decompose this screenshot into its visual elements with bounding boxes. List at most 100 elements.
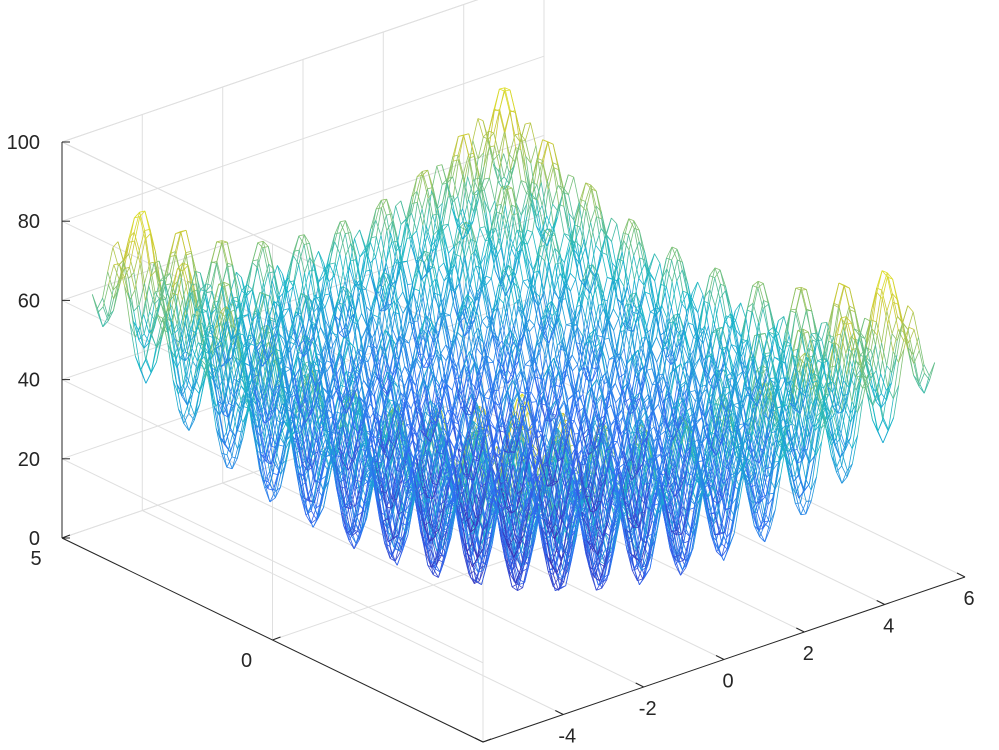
- mesh-segment: [165, 283, 172, 300]
- mesh-segment: [198, 309, 205, 346]
- mesh-segment: [256, 428, 263, 464]
- mesh-segment: [128, 231, 135, 239]
- mesh-segment: [239, 377, 246, 386]
- mesh-segment: [133, 305, 140, 312]
- mesh-segment: [177, 320, 184, 348]
- mesh-segment: [188, 412, 195, 421]
- mesh-segment: [155, 309, 162, 323]
- mesh-segment: [201, 311, 207, 314]
- mesh-segment: [229, 436, 236, 453]
- mesh-segment: [431, 165, 438, 191]
- mesh-segment: [272, 470, 280, 491]
- mesh-segment: [176, 281, 183, 300]
- mesh-segment: [129, 323, 136, 357]
- x-tick-mark: [715, 655, 725, 660]
- mesh-segment: [187, 265, 194, 291]
- mesh-segment: [171, 268, 178, 288]
- mesh-segment: [264, 483, 271, 489]
- mesh-segment: [436, 184, 443, 210]
- mesh-segment: [329, 293, 336, 317]
- mesh-segment: [241, 277, 248, 296]
- mesh-segment: [112, 265, 119, 291]
- mesh-segment: [248, 313, 255, 333]
- mesh-segment: [207, 324, 214, 337]
- mesh-segment: [258, 467, 266, 489]
- mesh-segment: [227, 384, 234, 398]
- mesh-segment: [219, 414, 226, 444]
- mesh-segment: [129, 240, 136, 268]
- mesh-segment: [133, 272, 140, 306]
- mesh-segment: [240, 385, 247, 392]
- mesh-segment: [381, 207, 388, 231]
- mesh-segment: [156, 337, 163, 363]
- mesh-segment: [247, 340, 254, 378]
- mesh-segment: [158, 260, 165, 280]
- mesh-segment: [123, 242, 130, 263]
- mesh-segment: [223, 284, 230, 287]
- mesh-segment: [375, 207, 382, 237]
- mesh-segment: [241, 291, 248, 312]
- mesh-segment: [196, 274, 203, 312]
- mesh-segment: [182, 262, 189, 282]
- y-tick-mark: [482, 738, 492, 743]
- mesh-segment: [386, 213, 392, 216]
- mesh-segment: [182, 281, 189, 300]
- mesh-segment: [395, 205, 402, 225]
- x-tick-mark: [956, 572, 966, 578]
- mesh-segment: [150, 348, 158, 373]
- mesh-segment: [262, 433, 269, 454]
- mesh-segment: [262, 322, 269, 345]
- x-tick-mark: [796, 627, 805, 633]
- mesh-segment: [139, 216, 146, 240]
- mesh-segment: [370, 236, 377, 270]
- mesh-segment: [243, 334, 250, 348]
- mesh-segment: [242, 325, 249, 359]
- mesh-segment: [259, 293, 266, 313]
- mesh-segment: [221, 240, 228, 243]
- mesh-segment: [261, 311, 268, 340]
- mesh-segment: [237, 288, 244, 326]
- mesh-segment: [247, 356, 255, 390]
- mesh-segment: [210, 241, 218, 262]
- mesh-segment: [266, 325, 273, 347]
- mesh-segment: [148, 263, 155, 287]
- mesh-segment: [224, 399, 231, 428]
- mesh-segment: [251, 314, 258, 322]
- mesh-segment: [269, 408, 275, 413]
- mesh-segment: [183, 412, 190, 424]
- mesh-segment: [118, 277, 125, 280]
- mesh-segment: [185, 284, 192, 306]
- mesh-segment: [183, 423, 190, 431]
- mesh-segment: [214, 366, 221, 383]
- mesh-segment: [260, 436, 267, 462]
- mesh-segment: [269, 445, 276, 472]
- mesh-segment: [240, 394, 247, 411]
- mesh-segment: [177, 347, 184, 384]
- mesh-segment: [236, 315, 243, 337]
- mesh-segment: [259, 292, 266, 296]
- mesh-segment: [262, 241, 269, 247]
- mesh-segment: [275, 460, 282, 475]
- mesh-segment: [251, 289, 258, 316]
- mesh-segment: [232, 434, 238, 450]
- mesh-segment: [227, 321, 234, 355]
- mesh-segment: [185, 251, 192, 253]
- mesh-segment: [200, 289, 206, 292]
- mesh-segment: [359, 372, 366, 401]
- mesh-segment: [239, 346, 246, 377]
- mesh-segment: [183, 383, 190, 414]
- mesh-segment: [241, 280, 248, 303]
- mesh-segment: [242, 412, 249, 439]
- mesh-segment: [175, 358, 183, 392]
- mesh-segment: [180, 229, 187, 232]
- mesh-segment: [196, 324, 203, 339]
- mesh-segment: [272, 473, 279, 476]
- mesh-segment: [176, 299, 183, 325]
- mesh-segment: [97, 308, 104, 327]
- mesh-segment: [197, 354, 204, 379]
- mesh-segment: [231, 335, 238, 358]
- back-wall-grid-line: [61, 372, 545, 539]
- mesh-segment: [340, 385, 346, 388]
- mesh-segment: [257, 247, 264, 268]
- mesh-segment: [129, 267, 136, 291]
